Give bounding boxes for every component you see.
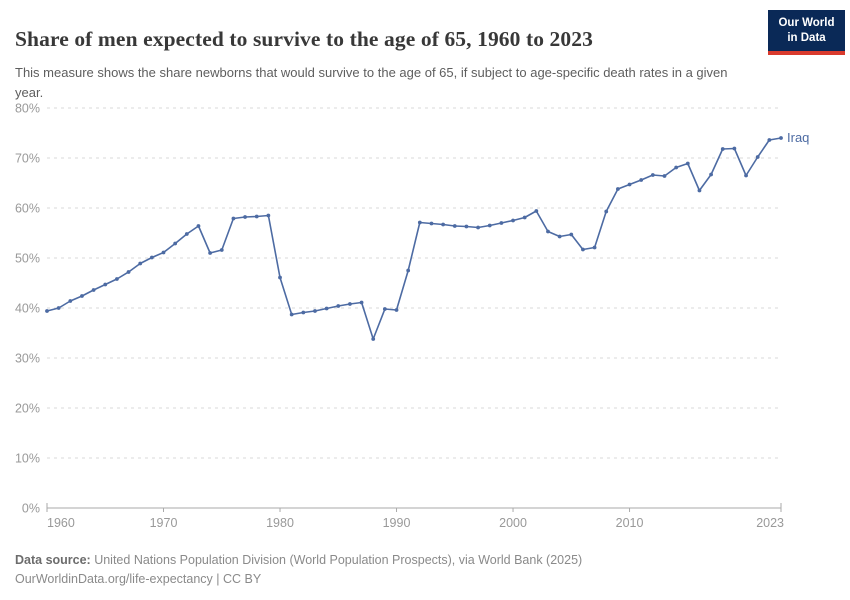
- data-point: [581, 247, 585, 252]
- data-point: [441, 222, 446, 227]
- y-tick-label: 20%: [15, 402, 40, 416]
- data-point: [709, 172, 713, 177]
- x-tick-label: 2000: [499, 516, 527, 530]
- data-source-line: Data source: United Nations Population D…: [15, 551, 835, 570]
- data-point: [219, 248, 224, 252]
- x-tick-label: 1960: [47, 516, 75, 530]
- data-point: [627, 182, 632, 187]
- y-tick-label: 0%: [22, 502, 40, 516]
- data-point: [720, 147, 725, 151]
- data-point: [336, 304, 341, 308]
- data-point: [546, 229, 550, 234]
- data-point: [161, 250, 166, 255]
- data-point: [639, 178, 644, 182]
- data-point: [126, 270, 131, 274]
- data-point: [487, 223, 492, 228]
- series-line-iraq: [46, 137, 782, 340]
- data-point: [499, 221, 504, 225]
- data-point: [685, 161, 690, 166]
- series-end-label-iraq[interactable]: Iraq: [787, 130, 809, 145]
- data-source-text: United Nations Population Division (Worl…: [90, 553, 583, 567]
- data-point: [243, 215, 247, 219]
- x-tick-label: 1970: [150, 516, 178, 530]
- data-point: [324, 306, 329, 311]
- data-point: [56, 306, 61, 310]
- data-point: [371, 337, 376, 341]
- x-tick-label: 1980: [266, 516, 294, 530]
- data-point: [254, 214, 259, 219]
- data-point: [45, 309, 49, 313]
- data-point: [417, 220, 422, 225]
- x-tick-label: 2010: [616, 516, 644, 530]
- data-point: [68, 299, 73, 303]
- chart-title: Share of men expected to survive to the …: [15, 27, 593, 52]
- data-point: [779, 136, 783, 140]
- data-point: [301, 310, 306, 315]
- data-point: [103, 282, 108, 287]
- data-point: [289, 312, 294, 317]
- data-point: [732, 146, 737, 151]
- owid-logo[interactable]: Our World in Data: [768, 10, 845, 55]
- data-point: [173, 241, 178, 246]
- data-point: [208, 251, 213, 255]
- data-point: [115, 277, 119, 281]
- data-point: [650, 173, 655, 177]
- data-point: [348, 302, 352, 306]
- data-point: [429, 221, 434, 226]
- data-point: [382, 307, 387, 311]
- chart-footer: Data source: United Nations Population D…: [15, 551, 835, 590]
- data-point: [91, 288, 96, 292]
- x-axis-line: [46, 503, 782, 509]
- x-tick-label: 1990: [383, 516, 411, 530]
- data-point: [266, 213, 271, 218]
- y-tick-label: 60%: [15, 202, 40, 216]
- data-point: [511, 218, 515, 223]
- data-point: [557, 234, 562, 239]
- data-point: [231, 216, 236, 221]
- data-point: [767, 138, 772, 142]
- data-point: [604, 209, 609, 214]
- data-point: [278, 275, 282, 280]
- owid-license-link[interactable]: OurWorldinData.org/life-expectancy | CC …: [15, 572, 262, 587]
- y-tick-label: 10%: [15, 452, 40, 466]
- data-point: [313, 309, 317, 313]
- y-tick-label: 80%: [15, 102, 40, 116]
- data-point: [662, 174, 667, 178]
- data-point: [592, 245, 597, 250]
- data-point: [196, 224, 201, 228]
- data-point: [452, 224, 457, 228]
- data-point: [80, 294, 84, 298]
- owid-logo-line2: in Data: [787, 31, 826, 44]
- data-point: [359, 300, 364, 305]
- data-point: [394, 308, 399, 312]
- data-point: [615, 187, 620, 191]
- data-point: [184, 232, 189, 236]
- data-source-label: Data source:: [15, 553, 91, 567]
- data-point: [138, 261, 143, 266]
- y-tick-label: 40%: [15, 302, 40, 316]
- y-tick-label: 70%: [15, 152, 40, 166]
- y-tick-label: 50%: [15, 252, 40, 266]
- data-point: [674, 165, 679, 170]
- data-point: [755, 155, 760, 159]
- data-point: [476, 225, 480, 230]
- data-point: [406, 268, 411, 273]
- owid-logo-line1: Our World: [778, 17, 835, 29]
- y-tick-label: 30%: [15, 352, 40, 366]
- data-point: [744, 173, 748, 178]
- x-tick-label: 2023: [756, 516, 784, 530]
- data-point: [534, 209, 539, 213]
- data-point: [464, 224, 469, 229]
- data-point: [697, 188, 702, 193]
- data-point: [522, 215, 527, 220]
- chart-subtitle: This measure shows the share newborns th…: [15, 65, 728, 100]
- data-point: [569, 232, 574, 237]
- data-point: [149, 255, 154, 260]
